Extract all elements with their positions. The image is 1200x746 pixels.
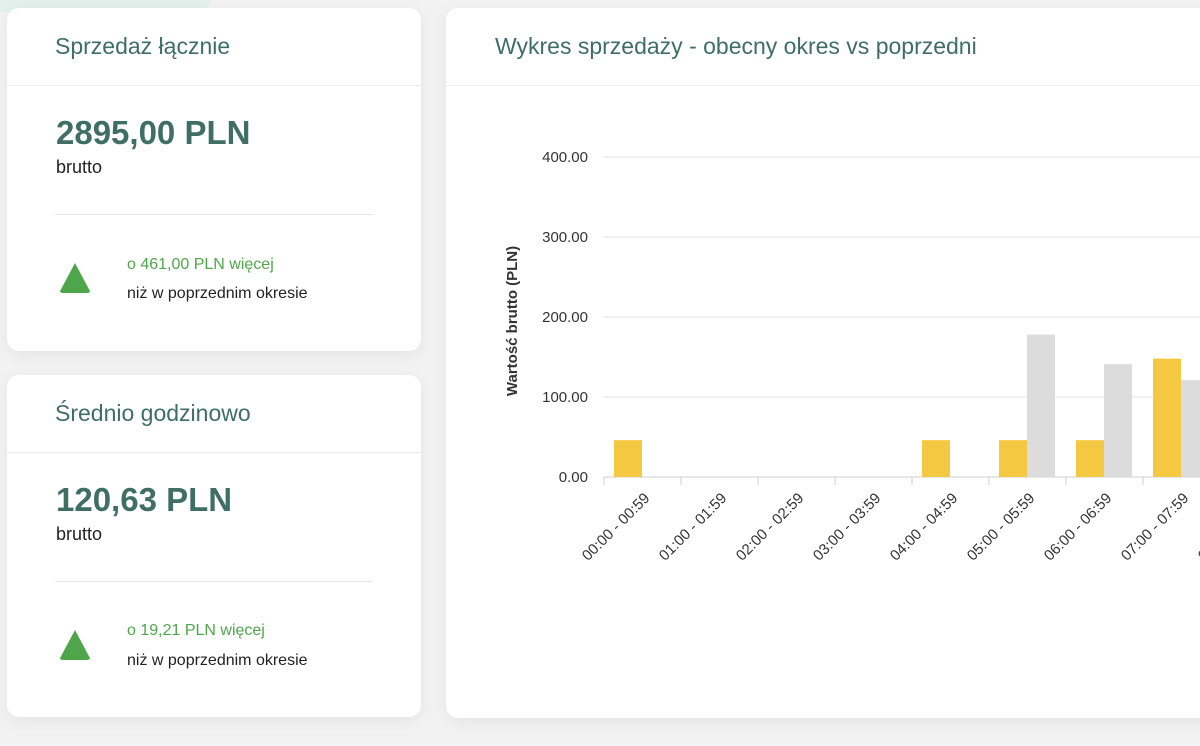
y-tick-label: 0.00 (559, 469, 588, 486)
total-sales-diff-text: niż w poprzednim okresie (127, 285, 308, 302)
total-sales-diff-value: o 461,00 PLN więcej (127, 256, 274, 273)
bar-series-2[interactable] (1027, 334, 1055, 477)
average-hourly-title: Średnio godzinowo (7, 375, 421, 453)
average-hourly-diff-value: o 19,21 PLN więcej (127, 622, 265, 639)
average-hourly-amount: 120,63 PLN (56, 481, 233, 518)
x-tick-label: 08:00 - 08:59 (1195, 490, 1200, 565)
sales-bar-chart: 0.00 100.00 200.00 300.00 400.00 Wartość brut… (504, 149, 1200, 565)
average-hourly-diff-text: niż w poprzednim okresie (127, 652, 308, 669)
average-hourly-amount-label: brutto (56, 524, 103, 544)
x-tick-label: 07:00 - 07:59 (1118, 490, 1193, 565)
y-tick-label: 200.00 (542, 309, 588, 326)
x-tick-label: 03:00 - 03:59 (810, 490, 885, 565)
total-sales-card: Sprzedaż łącznie 2895,00 PLN brutto o 46… (7, 8, 421, 351)
x-tick-label: 06:00 - 06:59 (1041, 490, 1116, 565)
sales-chart-title: Wykres sprzedaży - obecny okres vs poprz… (446, 8, 1200, 86)
sales-chart-card: Wykres sprzedaży - obecny okres vs poprz… (446, 8, 1200, 718)
trend-up-icon (59, 630, 91, 660)
bar-series-1[interactable] (922, 440, 950, 477)
total-sales-amount-label: brutto (56, 157, 103, 177)
trend-up-icon (59, 263, 91, 293)
total-sales-divider (55, 214, 373, 215)
average-hourly-divider (55, 581, 373, 582)
y-tick-label: 300.00 (542, 229, 588, 246)
x-tick-label: 04:00 - 04:59 (887, 490, 962, 565)
average-hourly-card: Średnio godzinowo 120,63 PLN brutto o 19… (7, 375, 421, 717)
x-tick-label: 00:00 - 00:59 (579, 490, 654, 565)
y-axis-title: Wartość brutto (PLN) (504, 246, 521, 396)
x-tick-label: 01:00 - 01:59 (656, 490, 731, 565)
x-tick-label: 02:00 - 02:59 (733, 490, 808, 565)
bar-series-1[interactable] (1153, 358, 1181, 477)
bar-series-2[interactable] (1104, 364, 1132, 477)
bar-series-1[interactable] (1076, 440, 1104, 477)
bar-series-1[interactable] (614, 440, 642, 477)
bar-series-2[interactable] (1181, 380, 1200, 477)
x-tick-label: 05:00 - 05:59 (964, 490, 1039, 565)
y-tick-label: 100.00 (542, 389, 588, 406)
y-tick-label: 400.00 (542, 149, 588, 166)
total-sales-amount: 2895,00 PLN (56, 114, 251, 151)
total-sales-title: Sprzedaż łącznie (7, 8, 421, 86)
bar-series-1[interactable] (999, 440, 1027, 477)
